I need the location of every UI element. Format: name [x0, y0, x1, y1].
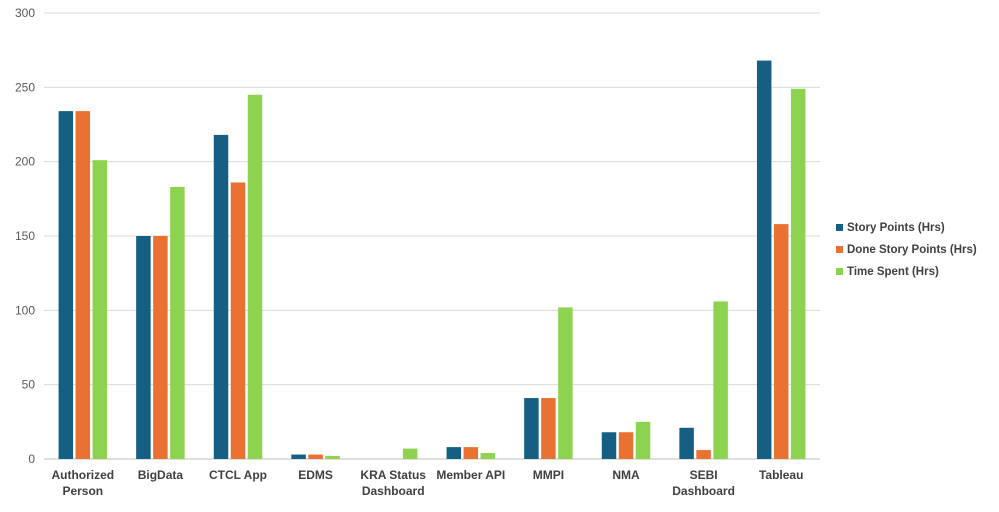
bar — [58, 111, 74, 460]
legend-label: Time Spent (Hrs) — [847, 266, 939, 278]
bar — [446, 447, 462, 459]
y-tick-label: 300 — [15, 6, 35, 20]
y-axis: 0 50 100 150 200 250 300 — [15, 6, 35, 466]
bar — [308, 454, 323, 459]
y-tick-label: 150 — [15, 229, 35, 243]
bar — [679, 427, 694, 459]
bars — [58, 60, 806, 460]
bar — [524, 398, 539, 459]
x-tick-label: NMA — [612, 468, 640, 482]
bar — [558, 307, 573, 459]
bar — [790, 88, 806, 459]
bar — [463, 447, 479, 459]
legend: Story Points (Hrs) Done Story Points (Hrs… — [836, 222, 977, 278]
y-tick-label: 200 — [15, 155, 35, 169]
bar — [325, 456, 340, 459]
bar — [713, 301, 728, 459]
bar — [601, 432, 617, 459]
y-tick-label: 50 — [22, 378, 36, 392]
legend-label: Done Story Points (Hrs) — [847, 244, 977, 256]
legend-label: Story Points (Hrs) — [847, 222, 945, 234]
bar — [402, 448, 418, 459]
bar — [696, 450, 711, 459]
x-tick-label: MMPI — [533, 468, 564, 482]
bar — [247, 94, 263, 460]
bar — [153, 236, 168, 459]
legend-swatch — [836, 224, 843, 231]
bar — [291, 454, 306, 459]
x-tick-label: Authorized Person — [51, 468, 114, 498]
bar — [618, 432, 634, 459]
legend-swatch — [836, 246, 843, 253]
bar — [92, 160, 108, 459]
bar — [213, 134, 229, 459]
bar — [773, 224, 789, 459]
bar — [136, 236, 151, 459]
x-tick-label: SEBI Dashboard — [672, 468, 735, 498]
x-tick-label: EDMS — [298, 468, 333, 482]
bar — [756, 60, 772, 459]
y-tick-label: 250 — [15, 80, 35, 94]
y-tick-label: 100 — [15, 303, 35, 317]
bar — [230, 182, 246, 460]
bar — [541, 398, 556, 459]
bar — [75, 111, 91, 460]
x-tick-label: BigData — [138, 468, 184, 482]
x-tick-label: CTCL App — [209, 468, 267, 482]
x-tick-label: Member API — [436, 468, 505, 482]
legend-swatch — [836, 268, 843, 275]
bar — [170, 186, 185, 459]
x-tick-label: Tableau — [759, 468, 803, 482]
bar — [635, 421, 651, 459]
y-tick-label: 0 — [28, 452, 35, 466]
x-axis: Authorized Person BigData CTCL App EDMS KRA S… — [51, 468, 803, 498]
bar — [480, 453, 496, 459]
x-tick-label: KRA Status Dashboard — [360, 468, 426, 498]
